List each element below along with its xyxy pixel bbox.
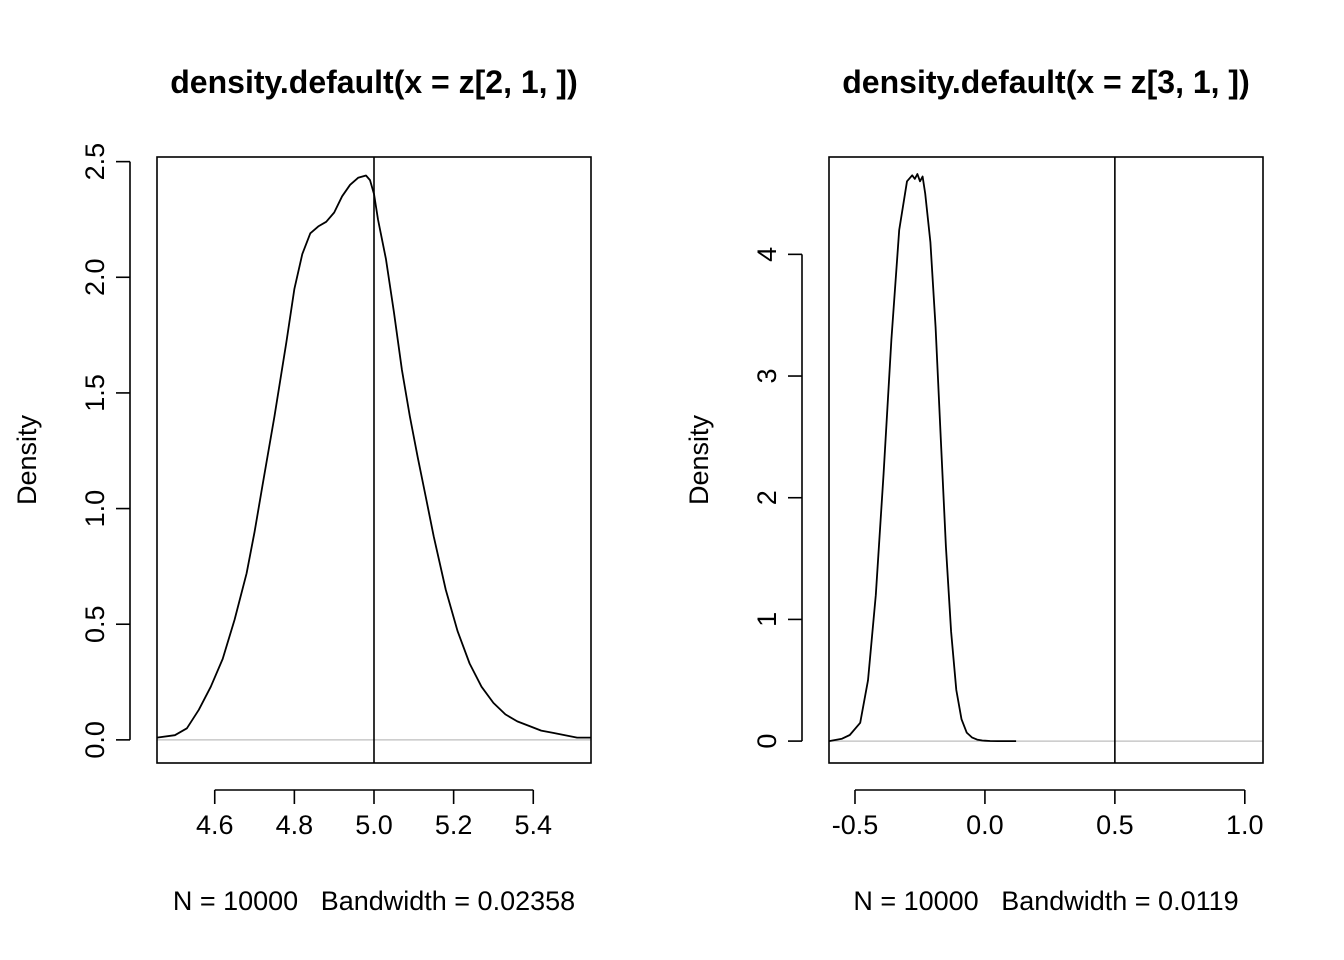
density-curve: [156, 174, 591, 739]
x-tick-label: -0.5: [832, 810, 879, 840]
y-tick-label: 0.0: [80, 721, 110, 759]
x-tick-label: 0.5: [1096, 810, 1134, 840]
x-axis-label: N = 10000 Bandwidth = 0.02358: [173, 886, 575, 916]
y-tick-label: 2: [752, 490, 782, 505]
x-axis: -0.5 0.0 0.5 1.0: [832, 789, 1264, 840]
x-tick-label: 5.4: [514, 810, 552, 840]
y-tick-label: 0.5: [80, 605, 110, 643]
x-axis-label: N = 10000 Bandwidth = 0.0119: [853, 886, 1238, 916]
y-tick-label: 2.0: [80, 259, 110, 297]
y-axis: 0.0 0.5 1.0 1.5 2.0 2.5: [80, 143, 131, 759]
chart-panel-1: density.default(x = z[2, 1, ]) 4.6 4.8 5.0 5…: [12, 64, 592, 916]
x-tick-label: 0.0: [966, 810, 1004, 840]
chart-panel-2: density.default(x = z[3, 1, ]) -0.5 0.0 0.5…: [684, 64, 1264, 916]
y-tick-label: 2.5: [80, 143, 110, 181]
x-axis: 4.6 4.8 5.0 5.2 5.4: [196, 789, 552, 840]
y-axis-label: Density: [684, 414, 714, 505]
y-tick-label: 1: [752, 612, 782, 627]
chart-title: density.default(x = z[3, 1, ]): [842, 64, 1249, 100]
chart-title: density.default(x = z[2, 1, ]): [170, 64, 577, 100]
x-tick-label: 5.0: [355, 810, 393, 840]
y-axis: 0 1 2 3 4: [752, 247, 803, 749]
y-tick-label: 1.0: [80, 490, 110, 528]
x-tick-label: 5.2: [435, 810, 473, 840]
plot-frame: [828, 156, 1264, 764]
x-tick-label: 4.8: [276, 810, 314, 840]
y-tick-label: 0: [752, 734, 782, 749]
x-tick-label: 4.6: [196, 810, 234, 840]
y-axis-label: Density: [12, 414, 42, 505]
y-tick-label: 1.5: [80, 374, 110, 412]
density-curve: [828, 173, 1017, 742]
y-tick-label: 4: [752, 247, 782, 262]
x-tick-label: 1.0: [1226, 810, 1264, 840]
y-tick-label: 3: [752, 369, 782, 384]
